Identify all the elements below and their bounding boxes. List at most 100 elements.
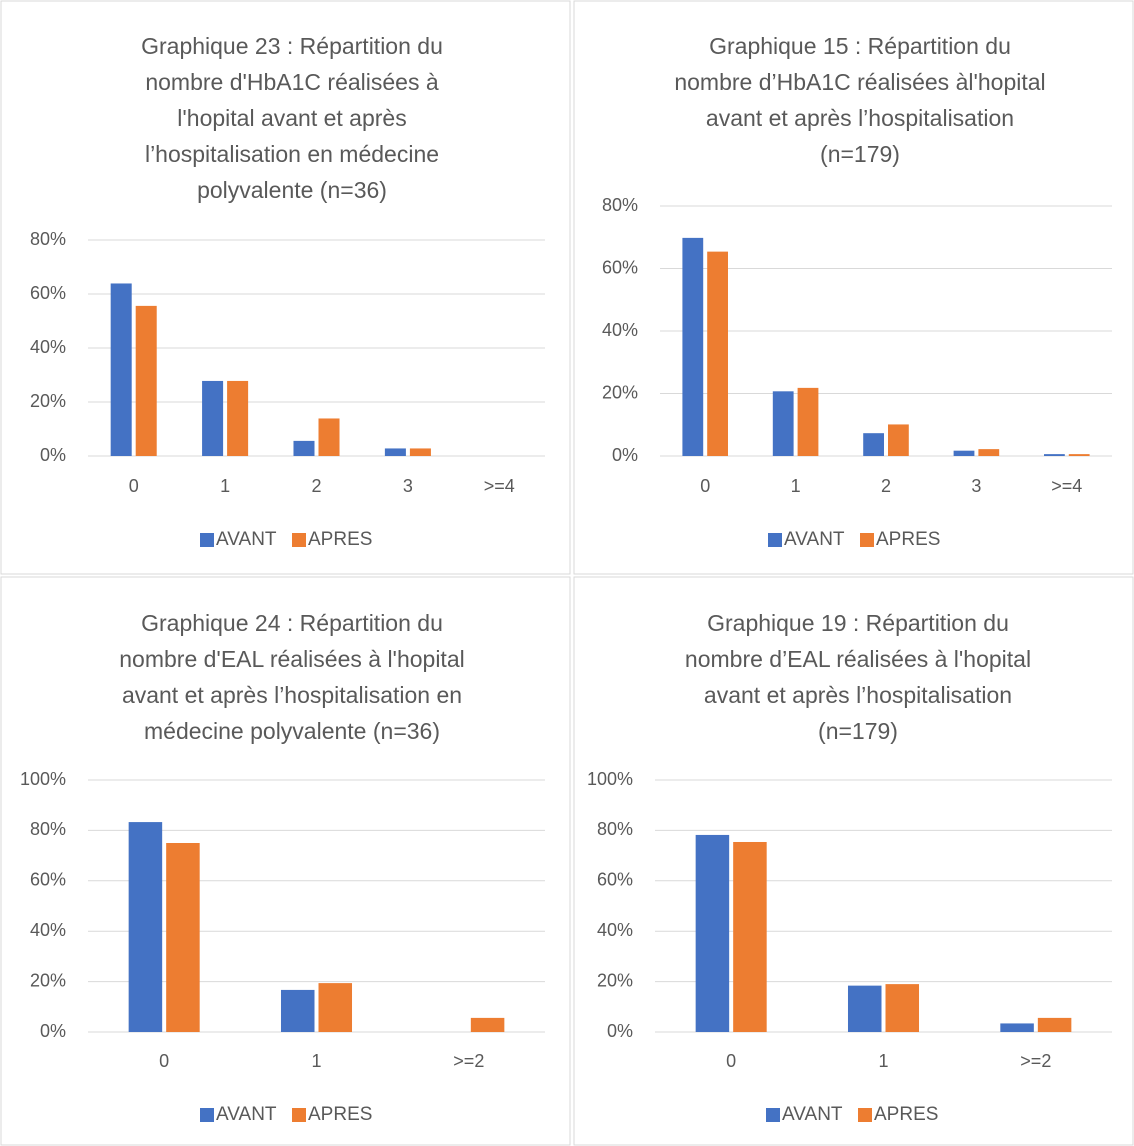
chart-title: avant et après l’hospitalisation bbox=[706, 105, 1014, 131]
chart-title: avant et après l’hospitalisation en bbox=[122, 682, 462, 708]
y-tick-label: 0% bbox=[40, 445, 66, 465]
legend-label: AVANT bbox=[216, 1104, 277, 1125]
chart-title: Graphique 15 : Répartition du bbox=[709, 33, 1011, 59]
panel-border bbox=[0, 0, 571, 575]
x-tick-label: >=2 bbox=[1020, 1051, 1051, 1071]
chart-title: l'hopital avant et après bbox=[177, 105, 406, 131]
chart-title: (n=179) bbox=[820, 141, 900, 167]
bar bbox=[847, 985, 882, 1032]
chart-title: l’hospitalisation en médecine bbox=[145, 141, 439, 167]
chart-title: polyvalente (n=36) bbox=[197, 177, 387, 203]
bar bbox=[110, 283, 132, 456]
bar bbox=[1037, 1017, 1072, 1032]
bar bbox=[797, 387, 819, 456]
bar bbox=[318, 418, 340, 456]
bar bbox=[470, 1017, 505, 1032]
bar bbox=[202, 380, 224, 456]
chart-title: nombre d’EAL réalisées à l'hopital bbox=[685, 646, 1031, 672]
x-tick-label: 0 bbox=[159, 1051, 169, 1071]
y-tick-label: 80% bbox=[30, 819, 66, 839]
chart-title: médecine polyvalente (n=36) bbox=[144, 718, 440, 744]
y-tick-label: 60% bbox=[30, 870, 66, 890]
x-tick-label: 1 bbox=[878, 1051, 888, 1071]
y-tick-label: 40% bbox=[30, 920, 66, 940]
chart-title: Graphique 23 : Répartition du bbox=[141, 33, 443, 59]
y-tick-label: 0% bbox=[40, 1021, 66, 1041]
bar bbox=[1068, 454, 1090, 456]
chart-title: avant et après l’hospitalisation bbox=[704, 682, 1012, 708]
legend-swatch bbox=[768, 533, 782, 547]
x-tick-label: >=2 bbox=[453, 1051, 484, 1071]
bar bbox=[695, 834, 730, 1032]
x-tick-label: 1 bbox=[220, 476, 230, 496]
x-tick-label: 3 bbox=[971, 476, 981, 496]
bar bbox=[863, 433, 884, 456]
y-tick-label: 20% bbox=[30, 391, 66, 411]
panel-border bbox=[0, 576, 571, 1146]
y-tick-label: 100% bbox=[587, 769, 633, 789]
legend-label: AVANT bbox=[784, 529, 845, 550]
x-tick-label: 3 bbox=[403, 476, 413, 496]
bar bbox=[682, 237, 704, 456]
y-tick-label: 20% bbox=[597, 970, 633, 990]
panel-border bbox=[573, 0, 1134, 575]
chart-title: nombre d'HbA1C réalisées à bbox=[145, 69, 439, 95]
bar bbox=[885, 984, 920, 1032]
legend-swatch bbox=[200, 533, 214, 547]
panel-border bbox=[573, 576, 1134, 1146]
chart-title: Graphique 19 : Répartition du bbox=[707, 610, 1009, 636]
chart-title: Graphique 24 : Répartition du bbox=[141, 610, 443, 636]
x-tick-label: 0 bbox=[129, 476, 139, 496]
bar bbox=[166, 843, 200, 1032]
chart-title: (n=179) bbox=[818, 718, 898, 744]
bar bbox=[707, 251, 728, 456]
legend-label: AVANT bbox=[216, 529, 277, 550]
legend-swatch bbox=[292, 533, 306, 547]
y-tick-label: 0% bbox=[607, 1021, 633, 1041]
y-tick-label: 20% bbox=[30, 970, 66, 990]
y-tick-label: 100% bbox=[20, 769, 66, 789]
y-tick-label: 0% bbox=[612, 445, 638, 465]
bar bbox=[409, 448, 431, 456]
legend-swatch bbox=[858, 1108, 872, 1122]
legend-swatch bbox=[766, 1108, 780, 1122]
y-tick-label: 20% bbox=[602, 382, 638, 402]
x-tick-label: >=4 bbox=[1051, 476, 1082, 496]
y-tick-label: 60% bbox=[30, 283, 66, 303]
y-tick-label: 40% bbox=[602, 320, 638, 340]
x-tick-label: 0 bbox=[700, 476, 710, 496]
chart-title: nombre d’HbA1C réalisées àl'hopital bbox=[674, 69, 1045, 95]
bar bbox=[1044, 454, 1065, 456]
bar bbox=[293, 440, 315, 456]
y-tick-label: 80% bbox=[30, 229, 66, 249]
bar bbox=[733, 841, 767, 1032]
bar bbox=[280, 989, 315, 1032]
bar bbox=[227, 380, 249, 456]
y-tick-label: 80% bbox=[597, 819, 633, 839]
bar bbox=[888, 424, 909, 456]
bar bbox=[772, 391, 794, 456]
legend-label: APRES bbox=[308, 1104, 372, 1125]
y-tick-label: 60% bbox=[602, 257, 638, 277]
bar bbox=[1000, 1023, 1034, 1032]
y-tick-label: 60% bbox=[597, 870, 633, 890]
legend-label: APRES bbox=[874, 1104, 938, 1125]
x-tick-label: >=4 bbox=[484, 476, 515, 496]
legend-label: APRES bbox=[876, 529, 940, 550]
bar bbox=[953, 450, 975, 456]
legend-label: AVANT bbox=[782, 1104, 843, 1125]
x-tick-label: 0 bbox=[726, 1051, 736, 1071]
legend-label: APRES bbox=[308, 529, 372, 550]
x-tick-label: 1 bbox=[791, 476, 801, 496]
legend-swatch bbox=[200, 1108, 214, 1122]
chart-title: nombre d'EAL réalisées à l'hopital bbox=[119, 646, 464, 672]
legend-swatch bbox=[292, 1108, 306, 1122]
bar bbox=[978, 449, 1000, 456]
x-tick-label: 2 bbox=[881, 476, 891, 496]
bar bbox=[135, 305, 157, 456]
legend-swatch bbox=[860, 533, 874, 547]
y-tick-label: 40% bbox=[597, 920, 633, 940]
bar bbox=[128, 822, 163, 1032]
x-tick-label: 2 bbox=[311, 476, 321, 496]
